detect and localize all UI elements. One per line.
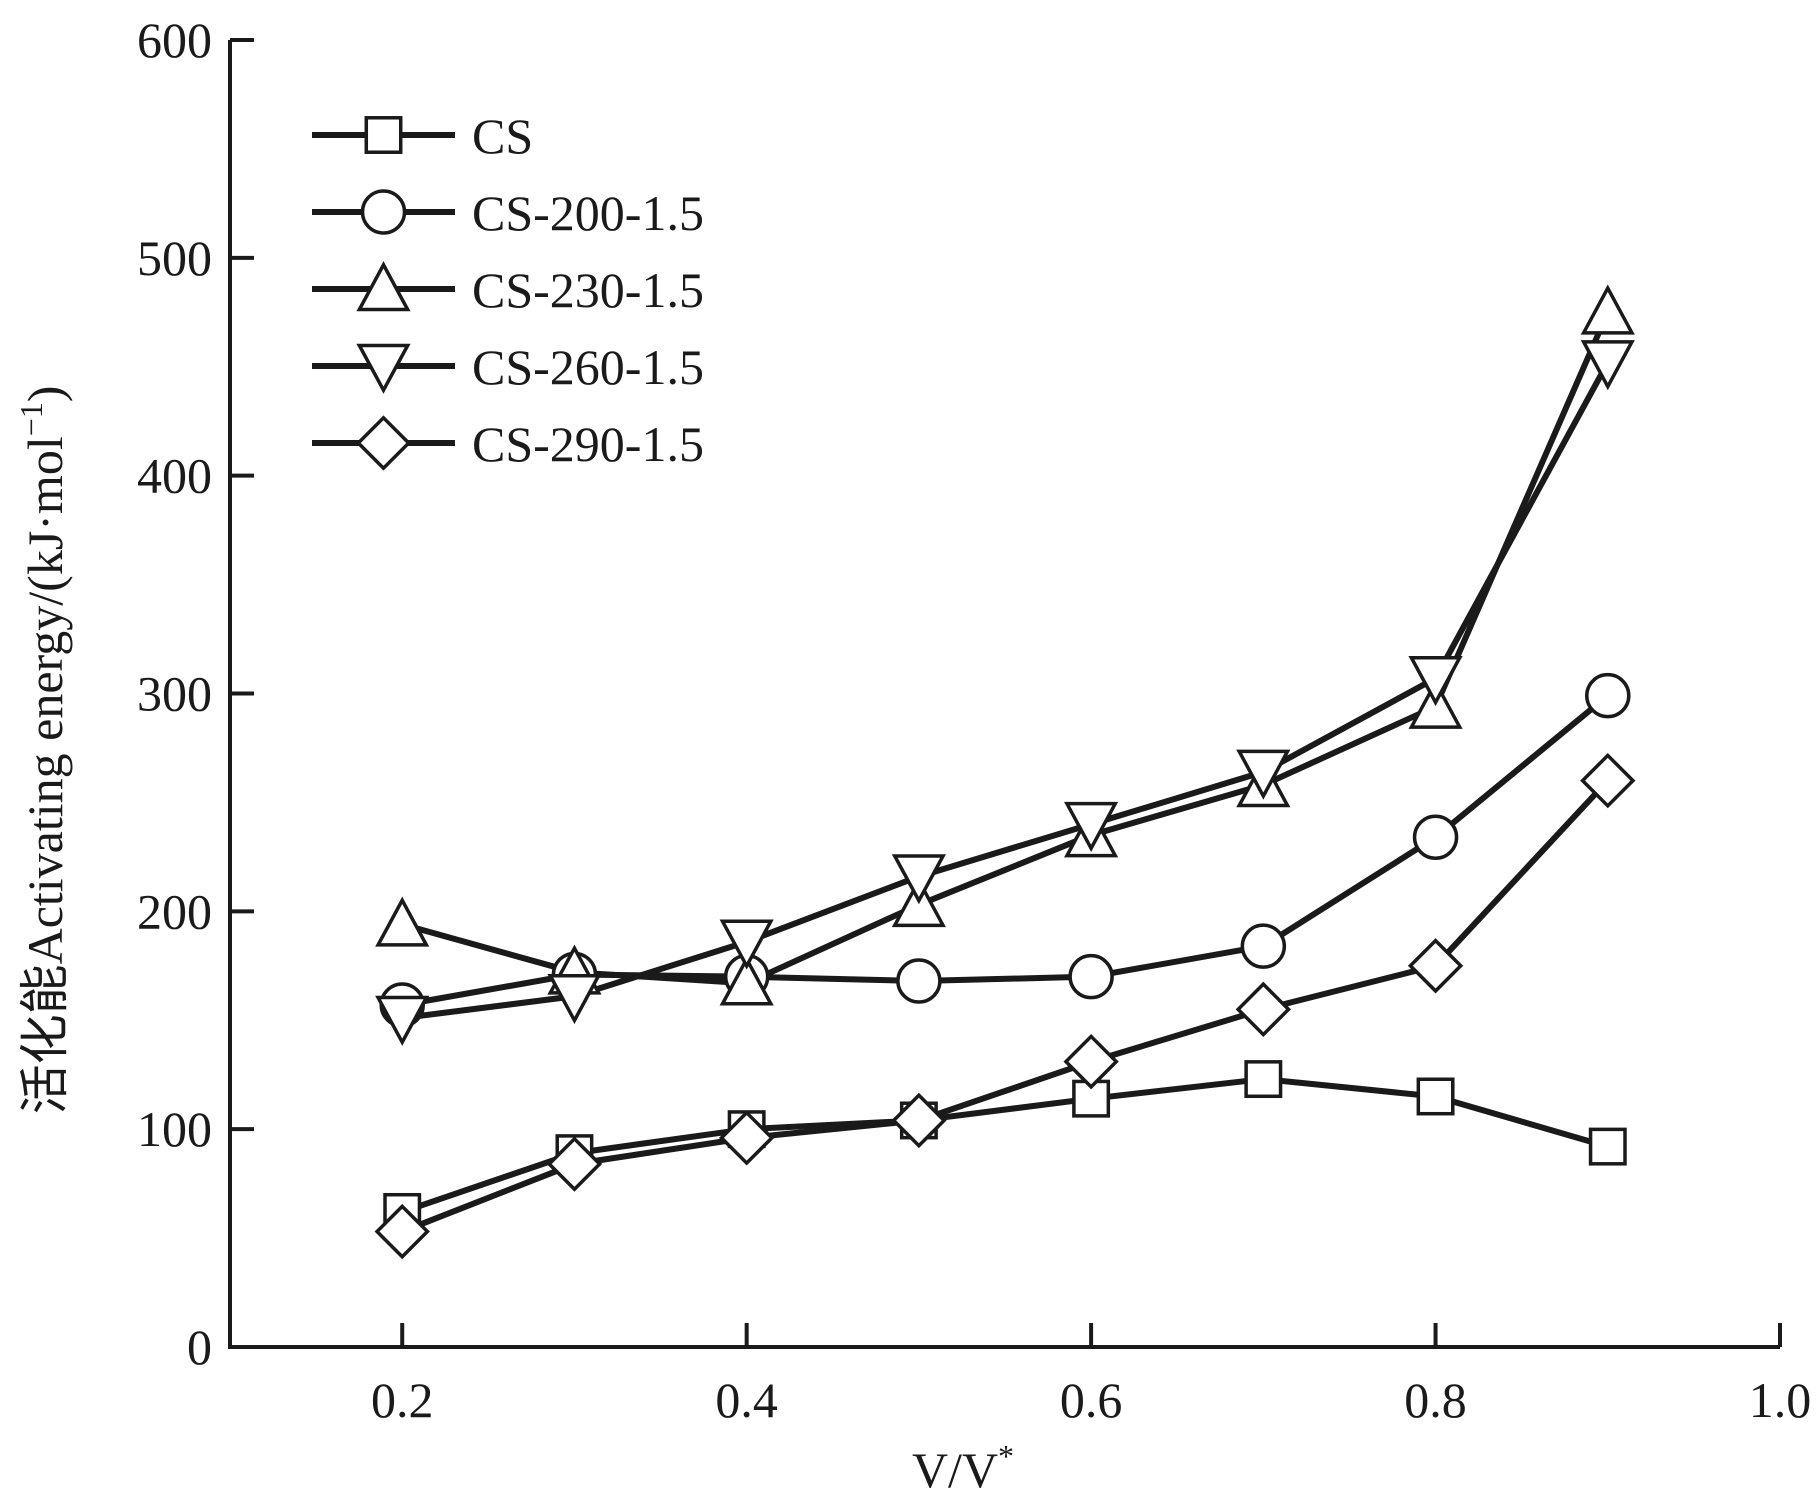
point-CS-290-1.5: [546, 1136, 603, 1192]
point-CS: [1416, 1077, 1455, 1116]
series-line-CS-260-1.5: [401, 360, 1611, 1022]
point-CS-260-1.5: [891, 854, 946, 905]
legend-label: CS-200-1.5: [472, 185, 704, 241]
y-tick-label: 300: [137, 666, 212, 722]
point-CS-290-1.5: [718, 1110, 775, 1166]
point-CS-260-1.5: [547, 974, 602, 1025]
point-CS-200-1.5: [896, 958, 942, 1004]
x-tick-label: 0.8: [1404, 1372, 1467, 1428]
point-CS-290-1.5: [1407, 938, 1464, 994]
y-tick-label: 400: [137, 448, 212, 504]
y-tick-label: 0: [187, 1319, 212, 1375]
x-tick-label: 0.6: [1060, 1372, 1123, 1428]
point-CS: [1588, 1127, 1627, 1166]
legend-marker: [360, 189, 407, 235]
y-axis-title-close: ): [17, 386, 73, 403]
legend: CS CS-200-1.5 CS-230-1.5 CS-260-1.5 CS-290-1…: [312, 108, 704, 472]
y-tick-label: 200: [137, 883, 212, 939]
y-axis-title: 活化能Activating energy/(kJ·mol−1): [13, 386, 73, 1115]
point-CS-290-1.5: [1063, 1033, 1119, 1090]
y-tick-label: 100: [137, 1101, 212, 1157]
legend-label: CS-260-1.5: [472, 339, 704, 395]
legend-marker: [356, 261, 411, 312]
point-CS-260-1.5: [1580, 340, 1635, 391]
x-tick-label: 0.2: [371, 1372, 434, 1428]
point-CS-290-1.5: [1235, 981, 1292, 1038]
point-CS-230-1.5: [1580, 284, 1635, 335]
point-CS-230-1.5: [719, 955, 774, 1006]
series-lines: [401, 311, 1611, 1235]
point-CS-260-1.5: [1064, 801, 1119, 853]
point-CS-230-1.5: [375, 896, 430, 947]
point-CS-200-1.5: [1068, 953, 1114, 1000]
series-markers: [374, 284, 1636, 1260]
legend-marker: [364, 116, 403, 154]
legend-label: CS: [472, 108, 533, 164]
x-tick-label: 1.0: [1749, 1372, 1812, 1428]
legend-marker: [356, 343, 411, 394]
point-CS-200-1.5: [1240, 923, 1287, 969]
series-line-CS: [401, 1076, 1609, 1215]
legend-label: CS-230-1.5: [472, 262, 704, 318]
point-CS-200-1.5: [1585, 672, 1631, 719]
point-CS-260-1.5: [1408, 655, 1463, 707]
point-CS-260-1.5: [1236, 749, 1291, 800]
legend-marker: [355, 415, 412, 471]
point-CS-260-1.5: [375, 995, 430, 1046]
y-tick-label: 500: [137, 230, 212, 286]
y-tick-label: 600: [137, 12, 212, 68]
y-axis-title-superscript: −1: [13, 402, 49, 436]
point-CS: [1244, 1060, 1283, 1099]
legend-label: CS-290-1.5: [472, 416, 704, 472]
x-axis-title-superscript: *: [998, 1438, 1014, 1474]
point-CS-260-1.5: [719, 919, 774, 970]
axes: 0 100 200 300 400 500 600 0.2 0.4 0.6 0.8 1.0: [137, 12, 1811, 1428]
x-axis-title: V/V*: [912, 1438, 1014, 1498]
point-CS-290-1.5: [1580, 752, 1636, 809]
series-line-CS-290-1.5: [401, 778, 1610, 1235]
series-line-CS-230-1.5: [401, 311, 1611, 987]
point-CS-200-1.5: [1412, 814, 1459, 861]
point-CS-290-1.5: [891, 1092, 947, 1149]
x-tick-label: 0.4: [715, 1372, 778, 1428]
point-CS-290-1.5: [374, 1203, 430, 1260]
